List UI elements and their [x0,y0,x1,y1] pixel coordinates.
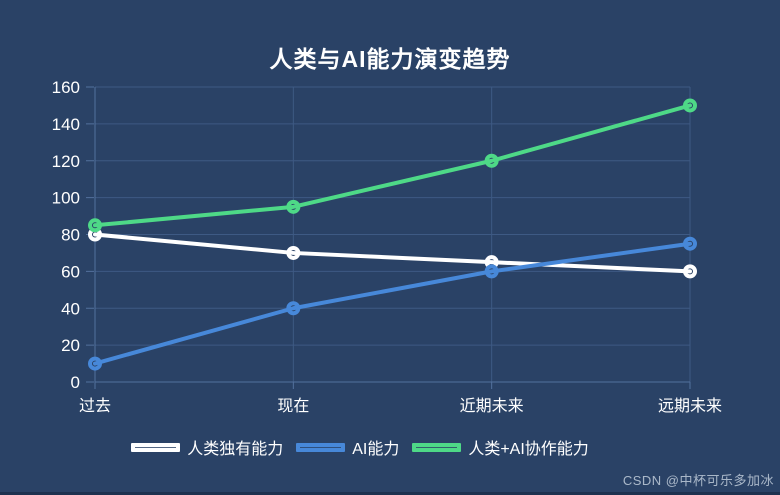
x-tick-label: 过去 [79,397,111,415]
y-tick-label: 40 [61,299,80,318]
x-tick-label: 近期未来 [460,397,524,415]
legend-item-ai-ability[interactable]: AI能力 [296,435,399,459]
y-tick-label: 20 [61,336,80,355]
chart-title: 人类与AI能力演变趋势 [269,46,511,72]
x-tick-label: 远期未来 [658,397,722,415]
legend-label-ai-ability: AI能力 [352,441,400,458]
legend-label-human-ability: 人类独有能力 [187,441,284,458]
legend: 人类独有能力 AI能力 人类+AI协作能力 [0,435,780,459]
y-tick-label: 140 [52,115,80,134]
y-axis-labels: 0 20 40 60 80 100 120 140 160 [52,78,80,392]
y-tick-label: 80 [61,226,80,245]
watermark: CSDN @中杯可乐多加冰 [622,473,774,488]
series-2-line[interactable] [88,98,697,233]
y-tick-label: 100 [52,189,80,208]
y-tick-label: 160 [52,78,80,97]
legend-swatch-human-ability [131,442,181,452]
x-tick-label: 现在 [277,397,309,415]
x-axis-labels: 过去 现在 近期未来 远期未来 [79,397,722,415]
y-tick-label: 0 [71,373,80,392]
series-1-line[interactable] [88,236,697,371]
legend-item-human-ability[interactable]: 人类独有能力 [131,435,283,459]
series-0-line[interactable] [88,227,697,279]
legend-item-human-ai-collab[interactable]: 人类+AI协作能力 [412,435,589,459]
y-tick-label: 60 [61,262,80,281]
y-tick-label: 120 [52,152,80,171]
legend-label-human-ai-collab: 人类+AI协作能力 [468,441,589,458]
legend-swatch-human-ai-collab [412,442,462,452]
bottom-edge [0,492,780,495]
legend-swatch-ai-ability [296,442,346,452]
